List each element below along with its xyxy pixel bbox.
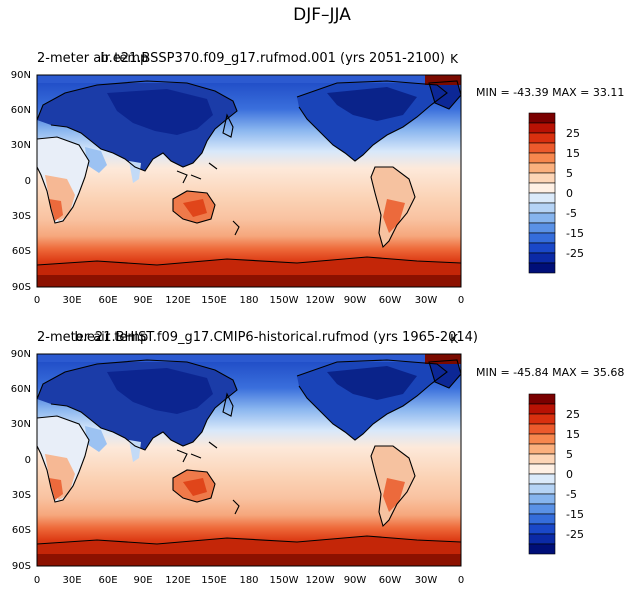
lon-tick: 90E [133,295,152,306]
panel-1-lat-ticks: 90N 60N 30N 0 30S 60S 90S [11,70,31,293]
lon-tick: 120E [165,295,190,306]
lat-tick: 90S [12,282,31,293]
map-panel-2: 2-meter air temp b.e21.BHIST.f09_g17.CMI… [11,330,625,586]
lat-tick: 90N [11,70,31,81]
lat-tick: 0 [25,455,31,466]
lon-tick: 120W [306,295,335,306]
lon-tick: 150E [201,295,226,306]
lat-tick: 60S [12,525,31,536]
figure-title: DJF–JJA [293,5,351,25]
lon-tick: 180 [239,575,258,586]
lon-tick: 30E [62,295,81,306]
colorbar-label: -15 [566,508,584,521]
lon-tick: 120E [165,575,190,586]
panel-1-frame [36,74,462,288]
panel-1-variable: 2-meter air temp [37,51,148,66]
panel-1-field [37,75,461,287]
lat-tick: 30S [12,490,31,501]
colorbar-label: -15 [566,227,584,240]
lon-tick: 150W [270,575,299,586]
panel-2-variable: 2-meter air temp [37,330,148,345]
colorbar-label: 25 [566,127,580,140]
lon-tick: 180 [239,295,258,306]
lon-tick: 60E [98,575,117,586]
panel-2-field [37,354,461,566]
lon-tick: 60W [379,295,402,306]
lon-tick: 30E [62,575,81,586]
colorbar-label: 15 [566,147,580,160]
lon-tick: 60W [379,575,402,586]
colorbar-label: 25 [566,408,580,421]
panel-1-case: b.e21.BSSP370.f09_g17.rufmod.001 (yrs 20… [100,51,445,66]
panel-1-lon-ticks: 0 30E 60E 90E 120E 150E 180 150W 120W 90… [34,295,464,306]
colorbar-label: 0 [566,468,573,481]
lat-tick: 90S [12,561,31,572]
lon-tick: 150W [270,295,299,306]
lat-tick: 90N [11,349,31,360]
lon-tick: 90W [344,295,367,306]
panel-2-colorbar: 25 15 5 0 -5 -15 -25 [528,393,584,555]
panel-2-min-max: MIN = -45.84 MAX = 35.68 [476,366,624,379]
panel-1-colorbar: 25 15 5 0 -5 -15 -25 [528,112,584,274]
colorbar-label: -25 [566,528,584,541]
panel-2-lon-ticks: 0 30E 60E 90E 120E 150E 180 150W 120W 90… [34,575,464,586]
panel-1-units: K [450,52,459,66]
lat-tick: 60S [12,246,31,257]
map-panel-1: 2-meter air temp b.e21.BSSP370.f09_g17.r… [11,51,625,306]
lon-tick: 0 [34,575,40,586]
panel-2-lat-ticks: 90N 60N 30N 0 30S 60S 90S [11,349,31,572]
colorbar-label: -5 [566,207,577,220]
panel-1-min-max: MIN = -43.39 MAX = 33.11 [476,86,624,99]
colorbar-label: -5 [566,488,577,501]
colorbar-label: 0 [566,187,573,200]
lon-tick: 0 [458,295,464,306]
colorbar-label: 5 [566,167,573,180]
lon-tick: 30W [415,295,438,306]
lon-tick: 60E [98,295,117,306]
colorbar-label: 15 [566,428,580,441]
lon-tick: 150E [201,575,226,586]
lat-tick: 30S [12,211,31,222]
lat-tick: 60N [11,384,31,395]
lon-tick: 0 [458,575,464,586]
lon-tick: 0 [34,295,40,306]
colorbar-label: 5 [566,448,573,461]
lat-tick: 60N [11,105,31,116]
panel-2-frame [36,353,462,567]
lat-tick: 30N [11,140,31,151]
lat-tick: 0 [25,176,31,187]
lat-tick: 30N [11,419,31,430]
lon-tick: 90E [133,575,152,586]
panel-2-case: b.e21.BHIST.f09_g17.CMIP6-historical.ruf… [75,330,478,345]
colorbar-label: -25 [566,247,584,260]
lon-tick: 90W [344,575,367,586]
panel-2-units: K [450,332,459,346]
lon-tick: 30W [415,575,438,586]
lon-tick: 120W [306,575,335,586]
